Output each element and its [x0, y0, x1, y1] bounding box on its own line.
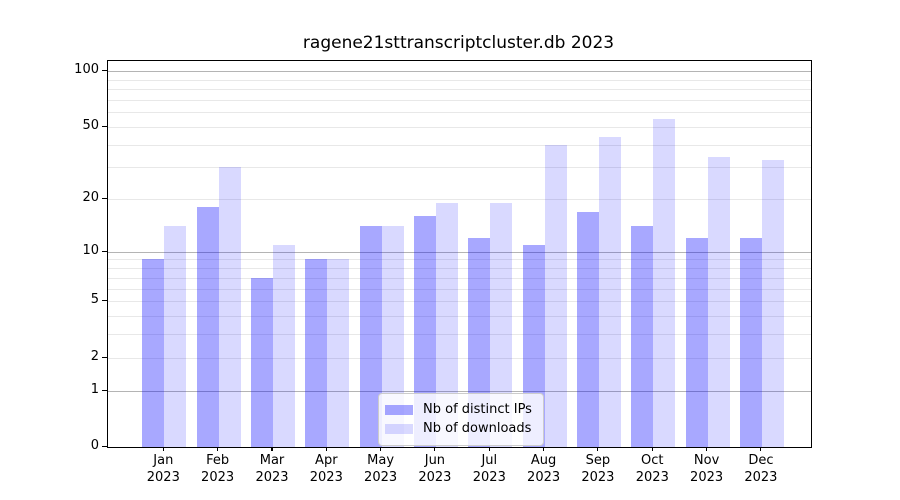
- bar-ips-mar: [251, 277, 273, 447]
- legend-label-ips: Nb of distinct IPs: [423, 402, 532, 417]
- y-tick-label-10: 10: [82, 242, 99, 258]
- gridline-major-10: [108, 251, 811, 253]
- x-tick-mark-dec: [760, 447, 762, 451]
- x-tick-label-dec: Dec 2023: [744, 453, 778, 485]
- bar-ips-apr: [305, 259, 328, 447]
- gridline-minor-7: [108, 277, 811, 279]
- x-tick-label-mar: Mar 2023: [255, 453, 289, 485]
- bar-downloads-jun: [435, 202, 458, 447]
- bar-downloads-aug: [544, 144, 567, 447]
- gridline-minor-30: [108, 167, 811, 169]
- y-tick-label-2: 2: [90, 348, 99, 364]
- x-tick-mark-jul: [488, 447, 490, 451]
- x-tick-mark-may: [380, 447, 382, 451]
- y-tick-label-1: 1: [90, 381, 99, 397]
- x-tick-mark-feb: [217, 447, 219, 451]
- y-tick-mark-2: [102, 356, 107, 358]
- bar-ips-oct: [631, 226, 654, 447]
- bar-ips-feb: [196, 207, 219, 447]
- bar-downloads-may: [381, 226, 404, 447]
- bar-ips-jun: [413, 216, 436, 447]
- x-tick-label-aug: Aug 2023: [527, 453, 561, 485]
- chart-title: ragene21sttranscriptcluster.db 2023: [302, 33, 615, 53]
- bar-downloads-oct: [653, 119, 676, 447]
- y-tick-label-50: 50: [82, 117, 99, 133]
- gridline-minor-50: [108, 126, 811, 128]
- plot-area: [107, 60, 812, 448]
- bar-downloads-apr: [327, 259, 350, 447]
- x-tick-mark-jan: [162, 447, 164, 451]
- y-tick-mark-0: [102, 446, 107, 448]
- bar-downloads-nov: [707, 157, 730, 447]
- gridline-major-100: [108, 71, 811, 72]
- x-tick-label-jun: Jun 2023: [418, 453, 452, 485]
- x-tick-label-nov: Nov 2023: [690, 453, 724, 485]
- x-tick-label-jan: Jan 2023: [146, 453, 180, 485]
- gridline-minor-4: [108, 315, 811, 317]
- legend-swatch-downloads: [385, 423, 413, 434]
- x-tick-label-sep: Sep 2023: [581, 453, 615, 485]
- x-tick-label-feb: Feb 2023: [201, 453, 235, 485]
- y-tick-label-0: 0: [90, 438, 99, 453]
- gridline-minor-80: [108, 89, 811, 90]
- y-tick-mark-10: [102, 250, 107, 252]
- bar-ips-sep: [576, 211, 599, 447]
- bar-ips-may: [359, 226, 382, 447]
- x-tick-mark-apr: [325, 447, 327, 451]
- bar-downloads-mar: [273, 244, 295, 447]
- bar-downloads-jul: [490, 202, 513, 447]
- gridline-minor-90: [108, 79, 811, 81]
- gridline-minor-20: [108, 199, 811, 200]
- y-tick-mark-50: [102, 125, 107, 127]
- x-tick-mark-oct: [651, 447, 653, 451]
- legend-label-downloads: Nb of downloads: [423, 421, 532, 436]
- gridline-minor-6: [108, 288, 811, 290]
- x-tick-mark-aug: [543, 447, 545, 451]
- y-tick-mark-100: [102, 70, 107, 72]
- legend-item-distinct-ips: Nb of distinct IPs: [385, 401, 532, 418]
- bar-downloads-sep: [598, 136, 621, 447]
- legend-item-downloads: Nb of downloads: [385, 420, 532, 437]
- y-tick-label-5: 5: [90, 292, 99, 307]
- legend: Nb of distinct IPs Nb of downloads: [378, 393, 544, 446]
- x-tick-mark-nov: [706, 447, 708, 451]
- gridline-minor-40: [108, 144, 811, 146]
- y-tick-mark-5: [102, 300, 107, 302]
- y-tick-mark-20: [102, 198, 107, 200]
- y-tick-label-100: 100: [74, 62, 99, 77]
- bar-downloads-feb: [218, 167, 241, 447]
- x-tick-label-may: May 2023: [364, 453, 398, 485]
- y-tick-label-20: 20: [82, 190, 99, 205]
- y-tick-mark-1: [102, 389, 107, 391]
- x-tick-mark-jun: [434, 447, 436, 451]
- gridline-minor-2: [108, 357, 811, 359]
- bar-downloads-dec: [761, 159, 784, 447]
- gridline-minor-8: [108, 268, 811, 269]
- legend-swatch-ips: [385, 404, 413, 415]
- gridline-minor-3: [108, 334, 811, 336]
- gridline-minor-60: [108, 112, 811, 114]
- bar-ips-nov: [685, 238, 708, 447]
- gridline-minor-9: [108, 259, 811, 261]
- x-tick-mark-sep: [597, 447, 599, 451]
- x-tick-label-oct: Oct 2023: [635, 453, 669, 485]
- gridline-minor-70: [108, 99, 811, 101]
- gridline-minor-5: [108, 301, 811, 302]
- x-tick-label-apr: Apr 2023: [309, 453, 343, 485]
- bar-ips-jan: [142, 259, 165, 447]
- gridline-major-1: [108, 390, 811, 392]
- x-tick-label-jul: Jul 2023: [472, 453, 506, 485]
- bar-ips-dec: [739, 238, 762, 447]
- x-tick-mark-mar: [271, 447, 273, 451]
- bar-downloads-jan: [164, 226, 187, 447]
